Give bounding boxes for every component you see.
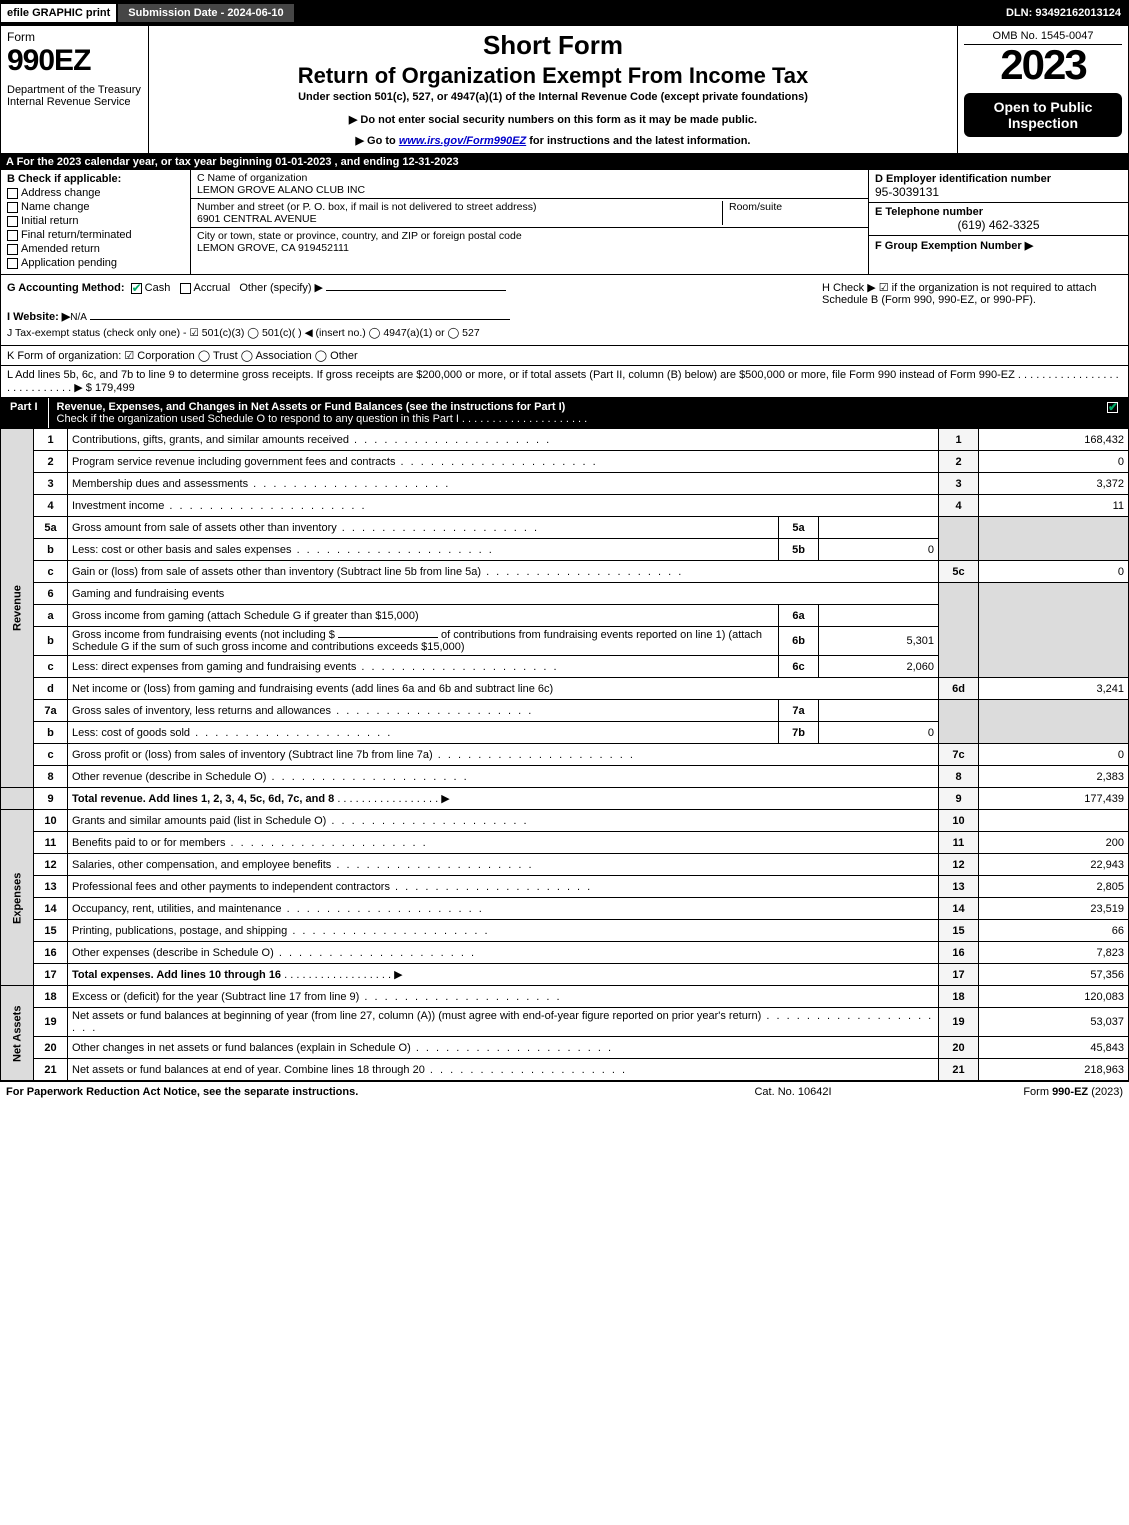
part-i-subtitle: Check if the organization used Schedule … <box>57 413 588 425</box>
e-label: E Telephone number <box>875 206 983 218</box>
part-i-bar: Part I Revenue, Expenses, and Changes in… <box>0 398 1129 428</box>
part-i-label: Part I <box>0 398 49 428</box>
chk-initial[interactable]: Initial return <box>7 215 184 227</box>
page-footer: For Paperwork Reduction Act Notice, see … <box>0 1081 1129 1102</box>
form-header: Form 990EZ Department of the Treasury In… <box>0 26 1129 154</box>
efile-print[interactable]: efile GRAPHIC print <box>0 3 117 23</box>
amt-20: 45,843 <box>979 1037 1129 1059</box>
amt-4: 11 <box>979 495 1129 517</box>
amt-5c: 0 <box>979 561 1129 583</box>
amt-12: 22,943 <box>979 854 1129 876</box>
dept-label: Department of the Treasury Internal Reve… <box>7 84 142 108</box>
col-b: B Check if applicable: Address change Na… <box>1 170 191 274</box>
side-revenue: Revenue <box>1 429 34 788</box>
amt-21: 218,963 <box>979 1059 1129 1081</box>
amt-19: 53,037 <box>979 1008 1129 1037</box>
amt-14: 23,519 <box>979 898 1129 920</box>
amt-17: 57,356 <box>979 964 1129 986</box>
amt-10 <box>979 810 1129 832</box>
c-name-label: C Name of organization <box>197 172 307 184</box>
line-h: H Check ▶ ☑ if the organization is not r… <box>822 281 1122 339</box>
amt-1: 168,432 <box>979 429 1129 451</box>
section-bcdef: B Check if applicable: Address change Na… <box>0 170 1129 275</box>
amt-18: 120,083 <box>979 986 1129 1008</box>
amt-11: 200 <box>979 832 1129 854</box>
short-form-title: Short Form <box>157 30 949 61</box>
sv-7a <box>819 700 939 722</box>
chk-amended[interactable]: Amended return <box>7 243 184 255</box>
amt-6d: 3,241 <box>979 678 1129 700</box>
c-city-label: City or town, state or province, country… <box>197 230 522 242</box>
part-i-title: Revenue, Expenses, and Changes in Net As… <box>57 401 566 413</box>
amt-8: 2,383 <box>979 766 1129 788</box>
sv-6c: 2,060 <box>819 656 939 678</box>
chk-name[interactable]: Name change <box>7 201 184 213</box>
return-title: Return of Organization Exempt From Incom… <box>157 63 949 89</box>
line-i: I Website: ▶N/A <box>7 310 822 323</box>
chk-accrual[interactable] <box>180 283 191 294</box>
line-g: G Accounting Method: Cash Accrual Other … <box>7 281 822 294</box>
col-def: D Employer identification number 95-3039… <box>868 170 1128 274</box>
top-bar: efile GRAPHIC print Submission Date - 20… <box>0 0 1129 26</box>
footer-form: Form 990-EZ (2023) <box>923 1086 1123 1098</box>
chk-pending[interactable]: Application pending <box>7 257 184 269</box>
sv-5b: 0 <box>819 539 939 561</box>
b-title: B Check if applicable: <box>7 173 184 185</box>
financial-table: Revenue 1 Contributions, gifts, grants, … <box>0 428 1129 1081</box>
amt-9: 177,439 <box>979 788 1129 810</box>
org-street: 6901 CENTRAL AVENUE <box>197 213 317 225</box>
col-c: C Name of organization LEMON GROVE ALANO… <box>191 170 868 274</box>
sv-7b: 0 <box>819 722 939 744</box>
under-section: Under section 501(c), 527, or 4947(a)(1)… <box>157 91 949 103</box>
side-expenses: Expenses <box>1 810 34 986</box>
ssn-warning: ▶ Do not enter social security numbers o… <box>157 113 949 126</box>
amt-16: 7,823 <box>979 942 1129 964</box>
dln: DLN: 93492162013124 <box>998 4 1129 22</box>
d-label: D Employer identification number <box>875 173 1051 185</box>
line-k: K Form of organization: ☑ Corporation ◯ … <box>0 346 1129 366</box>
sv-6b: 5,301 <box>819 627 939 656</box>
amt-15: 66 <box>979 920 1129 942</box>
room-suite-label: Room/suite <box>722 201 862 225</box>
sv-6a <box>819 605 939 627</box>
line-a: A For the 2023 calendar year, or tax yea… <box>0 154 1129 170</box>
chk-cash[interactable] <box>131 283 142 294</box>
section-ghij: G Accounting Method: Cash Accrual Other … <box>0 275 1129 346</box>
tax-year: 2023 <box>964 41 1122 89</box>
part-i-check[interactable] <box>1107 402 1118 413</box>
irs-link[interactable]: www.irs.gov/Form990EZ <box>399 135 526 147</box>
ein: 95-3039131 <box>875 185 939 199</box>
form-number: 990EZ <box>7 44 142 78</box>
amt-2: 0 <box>979 451 1129 473</box>
line-l: L Add lines 5b, 6c, and 7b to line 9 to … <box>0 366 1129 398</box>
gross-receipts: 179,499 <box>95 382 135 394</box>
goto-line: ▶ Go to www.irs.gov/Form990EZ for instru… <box>157 134 949 147</box>
open-public: Open to Public Inspection <box>964 93 1122 137</box>
line-j: J Tax-exempt status (check only one) - ☑… <box>7 327 822 339</box>
form-label: Form <box>7 30 142 44</box>
org-city: LEMON GROVE, CA 919452111 <box>197 242 349 254</box>
amt-13: 2,805 <box>979 876 1129 898</box>
c-street-label: Number and street (or P. O. box, if mail… <box>197 201 536 213</box>
f-label: F Group Exemption Number ▶ <box>875 240 1033 252</box>
side-netassets: Net Assets <box>1 986 34 1081</box>
org-name: LEMON GROVE ALANO CLUB INC <box>197 184 365 196</box>
chk-address[interactable]: Address change <box>7 187 184 199</box>
ln-1: 1 <box>34 429 68 451</box>
sv-5a <box>819 517 939 539</box>
submission-date: Submission Date - 2024-06-10 <box>117 3 294 23</box>
amt-7c: 0 <box>979 744 1129 766</box>
chk-final[interactable]: Final return/terminated <box>7 229 184 241</box>
phone: (619) 462-3325 <box>875 218 1122 232</box>
footer-left: For Paperwork Reduction Act Notice, see … <box>6 1086 663 1098</box>
amt-3: 3,372 <box>979 473 1129 495</box>
website: N/A <box>70 312 87 323</box>
footer-cat: Cat. No. 10642I <box>663 1086 923 1098</box>
